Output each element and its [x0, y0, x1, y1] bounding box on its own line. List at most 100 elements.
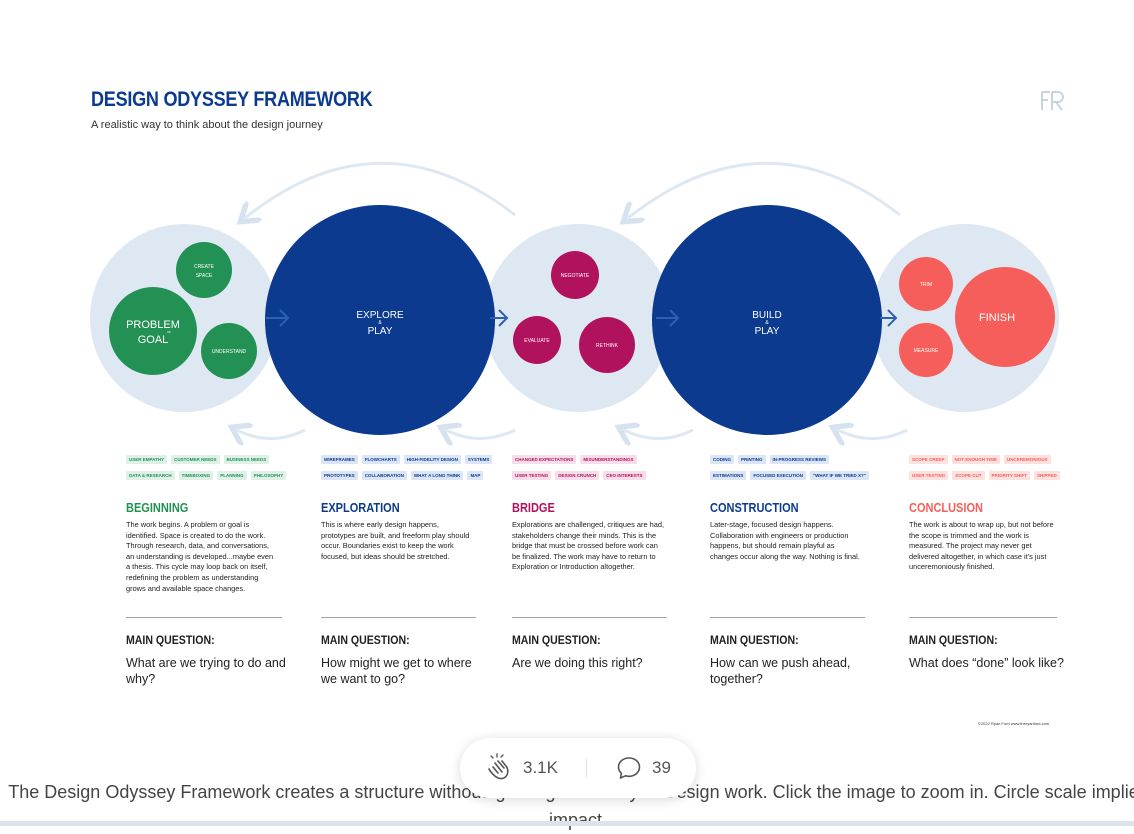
- loop-arrow-upper-2: [628, 161, 901, 218]
- build-play-circle: [652, 205, 882, 435]
- bridge-title: BRIDGE: [512, 501, 555, 515]
- create-label: CREATE: [194, 264, 215, 270]
- conclusion-description: The work is about to wrap up, but not be…: [909, 520, 1054, 572]
- forward-arrow-2: [490, 309, 509, 327]
- exploration-main-question: How might we get to where we want to go?: [321, 656, 472, 686]
- construction-description: Later-stage, focused design happens. Col…: [710, 520, 860, 561]
- beginning-main-question-label: MAIN QUESTION:: [126, 633, 215, 647]
- loop-arrow-lower-2: [446, 430, 516, 439]
- bridge-divider: [512, 617, 667, 618]
- tag-chip: CUSTOMER NEEDS: [171, 455, 220, 464]
- tag-chip: SHIPPED: [1033, 471, 1060, 480]
- construction-tags-row-1: CODING PRINTING IN-PROGRESS REVIEWS: [710, 455, 830, 464]
- clap-button[interactable]: 3.1K: [485, 752, 558, 784]
- construction-title: CONSTRUCTION: [710, 501, 799, 515]
- comment-icon: [617, 757, 641, 779]
- explore-amp: &: [378, 320, 382, 326]
- conclusion-tags-row-1: SCOPE CREEP NOT ENOUGH TIME UNCEREMONIOUS: [909, 455, 1051, 464]
- construction-tags-row-2: ESTIMATIONS FOCUSED EXECUTION "WHAT IF WE …: [710, 471, 869, 480]
- tag-chip: WIREFRAMES: [321, 455, 358, 464]
- negotiate-label: NEGOTIATE: [561, 273, 590, 279]
- space-label: SPACE: [196, 273, 213, 279]
- loop-arrow-lower-3: [624, 430, 694, 439]
- tag-chip: "WHAT IF WE TRIED X?": [809, 471, 869, 480]
- bridge-tags-row-1: CHANGED EXPECTATIONS MISUNDERSTANDINGS: [512, 455, 637, 464]
- tag-chip: PLANNING: [217, 471, 247, 480]
- problem-label: PROBLEM: [126, 319, 180, 331]
- tag-chip: TIMEBOXING: [178, 471, 214, 480]
- tag-chip: NOT ENOUGH TIME: [951, 455, 1001, 464]
- bridge-main-question: Are we doing this right?: [512, 656, 643, 670]
- tag-chip: PROTOTYPES: [321, 471, 358, 480]
- clap-count: 3.1K: [523, 758, 558, 777]
- construction-main-question: How can we push ahead, together?: [710, 656, 851, 686]
- exploration-description: This is where early design happens, prot…: [321, 520, 470, 561]
- explore-play-label: PLAY: [368, 326, 393, 337]
- tag-chip: USER TESTING: [909, 471, 949, 480]
- trim-circle: [899, 257, 953, 311]
- finish-circle: [955, 267, 1055, 367]
- trim-label: TRIM: [920, 282, 932, 288]
- tag-chip: PHILOSOPHY: [250, 471, 287, 480]
- conclusion-main-question-label: MAIN QUESTION:: [909, 633, 998, 647]
- tag-chip: HIGH-FIDELITY DESIGN: [403, 455, 461, 464]
- figure-title: DESIGN ODYSSEY FRAMEWORK: [91, 88, 373, 111]
- conclusion-column: CONCLUSION The work is about to wrap up,…: [909, 501, 1069, 573]
- forward-arrow-4: [880, 309, 898, 327]
- floating-action-bar: 3.1K 39: [460, 738, 696, 798]
- bottom-scroll-strip: [0, 821, 1134, 826]
- comment-button[interactable]: 39: [616, 752, 671, 784]
- tag-chip: COLLABORATION: [361, 471, 407, 480]
- beginning-column: BEGINNING The work begins. A problem or …: [126, 501, 286, 594]
- tag-chip: USER TESTING: [512, 471, 552, 480]
- tag-chip: FOCUSED EXECUTION: [750, 471, 806, 480]
- construction-divider: [710, 617, 865, 618]
- tag-chip: MISUNDERSTANDINGS: [580, 455, 637, 464]
- evaluate-circle: [513, 316, 561, 364]
- forward-arrow-3: [656, 309, 680, 327]
- build-play-label: PLAY: [755, 326, 780, 337]
- measure-label: MEASURE: [914, 348, 939, 354]
- construction-column: CONSTRUCTION Later-stage, focused design…: [710, 501, 870, 562]
- tag-chip: ESTIMATIONS: [710, 471, 747, 480]
- measure-circle: [899, 323, 953, 377]
- exploration-title: EXPLORATION: [321, 501, 400, 515]
- beginning-main-question: What are we trying to do and why?: [126, 656, 286, 686]
- understand-label: UNDERSTAND: [212, 349, 247, 355]
- tag-chip: MAP: [467, 471, 484, 480]
- clap-icon: [488, 753, 509, 780]
- figure-copyright: ©2022 Ryan Ford www.theryanford.com: [978, 721, 1050, 726]
- tag-chip: SCOPE CUT: [952, 471, 985, 480]
- exploration-tags-row-2: PROTOTYPES COLLABORATION WHAT A LONG THINK…: [321, 471, 484, 480]
- create-space-circle: [176, 242, 232, 298]
- tag-chip: DESIGN CRUNCH: [555, 471, 600, 480]
- rethink-circle: [579, 317, 635, 373]
- bridge-main-question-label: MAIN QUESTION:: [512, 633, 601, 647]
- evaluate-label: EVALUATE: [524, 338, 550, 344]
- tag-chip: PRIORITY SHIFT: [988, 471, 1030, 480]
- tag-chip: WHAT A LONG THINK: [410, 471, 464, 480]
- tag-chip: PRINTING: [738, 455, 766, 464]
- tag-chip: FLOWCHARTS: [361, 455, 400, 464]
- exploration-tags-row-1: WIREFRAMES FLOWCHARTS HIGH-FIDELITY DESIGN…: [321, 455, 493, 464]
- negotiate-circle: [551, 251, 599, 299]
- conclusion-main-question: What does “done” look like?: [909, 656, 1064, 670]
- exploration-column: EXPLORATION This is where early design h…: [321, 501, 481, 562]
- figure-subtitle: A realistic way to think about the desig…: [91, 119, 323, 131]
- finish-label: FINISH: [979, 312, 1015, 324]
- tag-chip: USER EMPATHY: [126, 455, 168, 464]
- build-amp: &: [765, 320, 769, 326]
- tag-chip: IN-PROGRESS REVIEWS: [769, 455, 830, 464]
- tag-chip: CODING: [710, 455, 734, 464]
- problem-goal-circle: [109, 287, 197, 375]
- beginning-description: The work begins. A problem or goal is id…: [126, 520, 274, 593]
- exploration-divider: [321, 617, 476, 618]
- loop-arrow-lower-4: [838, 430, 908, 439]
- conclusion-tags-row-2: USER TESTING SCOPE CUT PRIORITY SHIFT SHIPP…: [909, 471, 1060, 480]
- bridge-column: BRIDGE Explorations are challenged, crit…: [512, 501, 672, 573]
- forward-arrow-1: [266, 309, 290, 327]
- comment-count: 39: [652, 758, 671, 777]
- fr-logo: [1040, 90, 1064, 117]
- goal-label: GOAL: [138, 334, 169, 346]
- conclusion-title: CONCLUSION: [909, 501, 983, 515]
